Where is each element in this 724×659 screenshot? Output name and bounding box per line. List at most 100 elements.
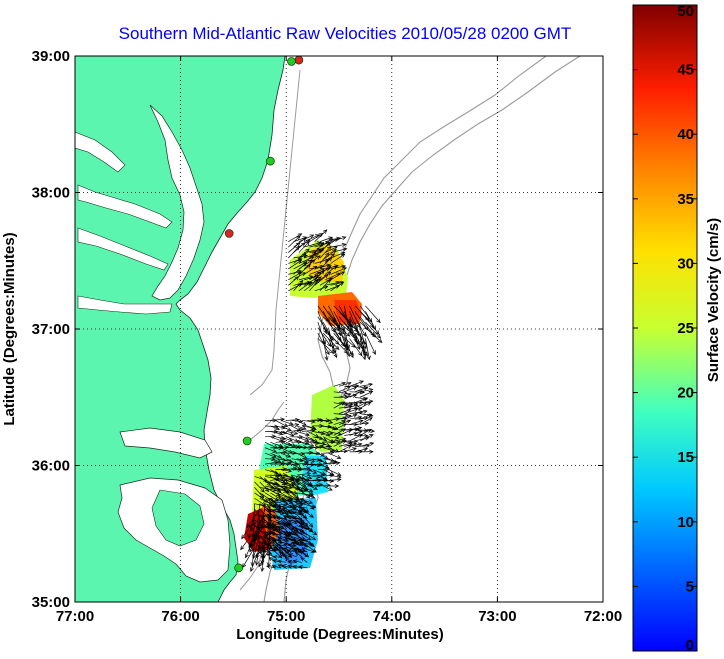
radar-site-marker	[234, 563, 244, 573]
velocity-arrow	[275, 441, 286, 443]
radar-site-marker	[294, 55, 304, 65]
velocity-arrow-head	[328, 486, 333, 491]
velocity-arrow-head	[349, 353, 354, 359]
velocity-arrow	[344, 447, 357, 453]
velocity-arrow-head	[256, 535, 261, 540]
velocity-arrow-head	[276, 543, 282, 548]
velocity-arrow-head	[341, 428, 346, 433]
velocity-arrow	[296, 467, 310, 470]
velocity-arrow	[256, 541, 261, 566]
colorbar-tick-label: 10	[677, 514, 694, 531]
velocity-arrow	[270, 441, 283, 448]
velocity-arrow	[264, 492, 279, 502]
velocity-arrow-head	[266, 522, 272, 527]
velocity-arrow-head	[271, 564, 277, 569]
velocity-arrow-head	[364, 421, 370, 426]
velocity-arrow	[298, 239, 311, 248]
velocity-arrow-head	[354, 339, 359, 345]
velocity-arrow	[328, 436, 339, 439]
velocity-arrow	[286, 458, 298, 465]
velocity-arrow-head	[368, 387, 374, 393]
velocity-arrow-head	[322, 229, 328, 234]
velocity-arrow-head	[336, 455, 342, 459]
velocity-arrow	[307, 425, 317, 431]
velocity-arrow	[301, 530, 316, 540]
velocity-arrow	[291, 458, 304, 462]
velocity-arrow	[292, 527, 303, 530]
velocity-arrow-head	[309, 505, 315, 510]
velocity-arrow	[270, 425, 280, 430]
velocity-arrow-head	[341, 236, 347, 241]
velocity-arrow-head	[300, 557, 305, 562]
velocity-arrow-head	[331, 426, 337, 431]
velocity-arrow-head	[288, 553, 293, 558]
velocity-arrow	[259, 476, 271, 486]
velocity-arrow	[322, 436, 335, 443]
velocity-arrow-head	[293, 490, 298, 495]
velocity-arrow	[300, 520, 308, 525]
velocity-arrow-head	[330, 344, 335, 349]
velocity-arrow-head	[372, 350, 376, 355]
velocity-arrow-head	[283, 485, 288, 490]
velocity-arrow	[330, 253, 345, 264]
velocity-arrow-head	[368, 417, 373, 422]
velocity-arrow-head	[312, 548, 317, 553]
velocity-arrow-head	[312, 531, 318, 536]
velocity-arrow	[291, 420, 303, 422]
velocity-arrow	[253, 503, 255, 526]
velocity-arrow	[280, 436, 293, 442]
velocity-arrow-head	[369, 449, 374, 454]
velocity-arrow	[319, 241, 331, 253]
velocity-arrow	[323, 469, 334, 476]
velocity-arrow-head	[317, 276, 322, 281]
velocity-arrow	[292, 517, 303, 520]
velocity-arrow	[349, 427, 362, 431]
velocity-arrow	[349, 416, 362, 420]
velocity-arrow-head	[256, 526, 261, 531]
velocity-arrow	[301, 514, 313, 528]
velocity-arrow	[264, 487, 281, 496]
velocity-arrow	[312, 484, 323, 487]
velocity-arrow	[343, 305, 350, 328]
velocity-arrow	[280, 452, 291, 458]
velocity-arrow-head	[360, 390, 366, 395]
velocity-arrow	[286, 419, 299, 421]
velocity-arrow	[265, 435, 276, 438]
velocity-arrow	[278, 532, 287, 536]
velocity-arrow-head	[249, 527, 255, 532]
velocity-arrow	[325, 281, 340, 286]
velocity-arrow-head	[282, 553, 287, 558]
velocity-arrow	[291, 463, 302, 470]
colorbar-tick-label: 40	[677, 126, 694, 143]
velocity-arrow	[264, 447, 277, 453]
velocity-arrow	[293, 529, 303, 536]
velocity-arrow	[301, 536, 315, 547]
velocity-arrow-head	[298, 501, 303, 506]
velocity-arrow-head	[334, 435, 340, 440]
velocity-arrow	[360, 383, 373, 387]
velocity-arrow	[300, 498, 308, 503]
velocity-arrow	[307, 469, 317, 474]
velocity-arrow	[270, 476, 286, 486]
velocity-arrow	[325, 265, 339, 270]
velocity-arrow-head	[341, 381, 347, 386]
velocity-arrow-head	[352, 447, 357, 452]
velocity-arrow	[314, 247, 325, 259]
velocity-arrow	[333, 402, 348, 406]
velocity-arrow-head	[340, 326, 345, 332]
velocity-arrow-head	[257, 545, 262, 551]
velocity-arrow-head	[329, 471, 335, 476]
velocity-arrow	[264, 519, 279, 531]
velocity-arrow-head	[288, 437, 293, 442]
velocity-arrow	[360, 442, 374, 447]
velocity-arrow-head	[346, 381, 352, 386]
velocity-arrow	[365, 332, 376, 355]
velocity-arrow-head	[320, 452, 326, 457]
velocity-arrow	[275, 514, 290, 525]
velocity-arrow	[325, 249, 337, 259]
velocity-arrow-head	[260, 554, 265, 560]
velocity-arrow	[288, 544, 297, 547]
velocity-arrow	[365, 305, 381, 323]
velocity-arrow-head	[299, 529, 304, 534]
velocity-arrow	[354, 385, 368, 389]
